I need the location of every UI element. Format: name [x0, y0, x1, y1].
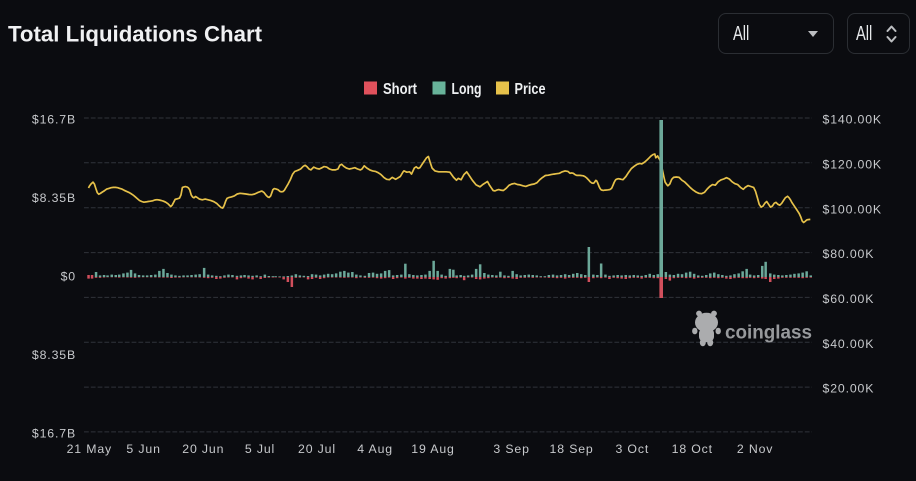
svg-text:Long: Long: [452, 81, 482, 98]
svg-text:Price: Price: [515, 81, 546, 98]
svg-text:$8.35B: $8.35B: [32, 348, 76, 362]
svg-text:$120.00K: $120.00K: [823, 157, 882, 171]
svg-text:$80.00K: $80.00K: [823, 247, 875, 261]
svg-text:$140.00K: $140.00K: [823, 113, 882, 127]
svg-text:5 Jun: 5 Jun: [126, 442, 160, 456]
svg-text:$20.00K: $20.00K: [823, 382, 875, 396]
svg-text:19 Aug: 19 Aug: [411, 442, 454, 456]
svg-text:Short: Short: [383, 81, 418, 98]
svg-text:18 Sep: 18 Sep: [550, 442, 594, 456]
svg-text:$100.00K: $100.00K: [823, 202, 882, 216]
svg-text:20 Jun: 20 Jun: [182, 442, 224, 456]
svg-text:coinglass: coinglass: [725, 323, 812, 344]
svg-text:$8.35B: $8.35B: [32, 191, 76, 205]
svg-text:$60.00K: $60.00K: [823, 292, 875, 306]
svg-text:$0: $0: [61, 270, 76, 284]
svg-text:20 Jul: 20 Jul: [298, 442, 336, 456]
svg-text:$40.00K: $40.00K: [823, 337, 875, 351]
svg-text:2 Nov: 2 Nov: [737, 442, 773, 456]
svg-text:$16.7B: $16.7B: [32, 427, 76, 441]
svg-text:18 Oct: 18 Oct: [672, 442, 713, 456]
svg-text:3 Oct: 3 Oct: [615, 442, 649, 456]
svg-text:Total Liquidations Chart: Total Liquidations Chart: [8, 22, 263, 47]
svg-text:5 Jul: 5 Jul: [245, 442, 275, 456]
svg-text:21 May: 21 May: [67, 442, 112, 456]
svg-text:3 Sep: 3 Sep: [493, 442, 529, 456]
svg-text:4 Aug: 4 Aug: [357, 442, 393, 456]
svg-text:$16.7B: $16.7B: [32, 113, 76, 127]
